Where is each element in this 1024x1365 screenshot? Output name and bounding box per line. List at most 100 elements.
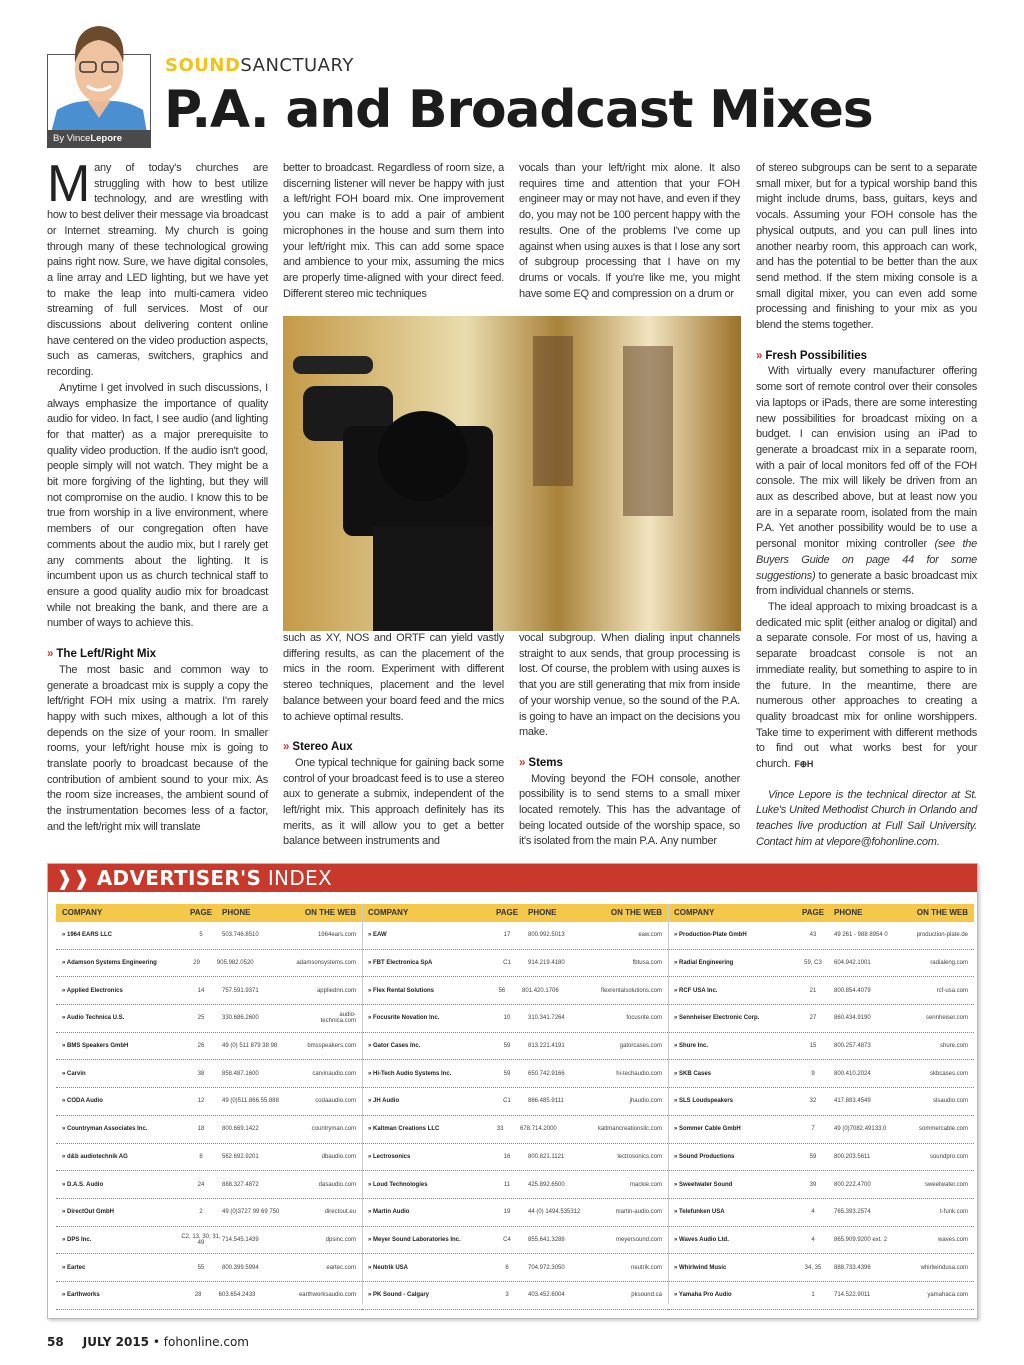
company-name: » Focusrite Novation Inc. [368,1015,440,1022]
website[interactable]: whirlwindusa.com [920,1264,968,1271]
table-row: » FBT Electronica SpA C1 914.219.4180 fbtus… [362,950,668,978]
column-header: PHONE [528,908,557,917]
page-ref: 38 [197,1070,205,1077]
author-first-name: Vince [66,133,91,144]
website[interactable]: appliednn.com [316,987,356,994]
page-ref: 4 [811,1236,815,1243]
company-name: » Earthworks [62,1292,100,1299]
drop-cap: M [47,155,91,213]
double-chevron-icon: ❱❱ [56,866,97,890]
phone: 330.686.2600 [222,1015,259,1022]
website[interactable]: fbtusa.com [632,960,662,967]
paragraph: better to broadcast. Regardless of room … [283,162,504,300]
table-row: » Audio Technica U.S. 25 330.686.2600 audio… [56,1005,362,1033]
website[interactable]: directout.eu [324,1209,356,1216]
chevron-right-icon: » [756,349,763,362]
phone: 865.909.9200 ext. 2 [834,1236,888,1243]
website[interactable]: gatorcases.com [619,1043,662,1050]
section-kicker: SOUNDSANCTUARY [165,55,354,76]
website[interactable]: sennheiser.com [925,1015,968,1022]
website[interactable]: skbcases.com [929,1070,968,1077]
website[interactable]: dbaudio.com [321,1153,356,1160]
paragraph-text: With virtually every manufacturer offeri… [756,365,977,551]
company-name: » Waves Audio Ltd. [674,1236,729,1243]
company-name: » Sennheiser Electronic Corp. [674,1015,760,1022]
website[interactable]: yamahaca.com [927,1292,968,1299]
website[interactable]: shure.com [939,1043,968,1050]
page-footer: 58 JULY 2015 • fohonline.com [47,1335,249,1349]
page-ref: 18 [197,1126,205,1133]
phone: 704.972.3050 [528,1264,565,1271]
page-number: 58 [47,1335,64,1349]
website[interactable]: codaaudio.com [315,1098,356,1105]
website[interactable]: martin-audio.com [615,1209,662,1216]
website[interactable]: meyersound.com [615,1236,662,1243]
page-ref: 10 [503,1015,511,1022]
website[interactable]: production-plate.de [916,932,968,939]
website[interactable]: rcf-usa.com [936,987,968,994]
website[interactable]: t-funk.com [939,1209,968,1216]
page-ref: 59, C3 [804,960,822,967]
website[interactable]: adamsonsystems.com [296,960,356,967]
website[interactable]: lectrosonics.com [617,1153,662,1160]
article-column-2-top: better to broadcast. Regardless of room … [283,161,504,302]
page-ref: C1 [503,960,511,967]
kicker-light: SANCTUARY [240,55,354,76]
phone: 49 (0)511.866.55.888 [222,1098,279,1105]
subheading-text: The Left/Right Mix [56,648,157,661]
company-name: » Kaltman Creations LLC [368,1126,440,1133]
company-name: » Meyer Sound Laboratories Inc. [368,1236,461,1243]
table-row: » Sennheiser Electronic Corp. 27 860.434.9… [668,1005,974,1033]
website[interactable]: dpsinc.com [325,1236,356,1243]
website[interactable]: eartec.com [326,1264,356,1271]
page-ref: 33 [496,1126,504,1133]
table-header: COMPANY PAGE PHONE ON THE WEB [56,904,362,922]
subheading-text: Stems [528,756,563,769]
company-name: » 1964 EARS LLC [62,932,113,939]
table-row: » Adamson Systems Engineering 29 905.982.0… [56,950,362,978]
company-name: » Adamson Systems Engineering [62,960,157,967]
page-ref: 15 [809,1043,817,1050]
company-name: » SKB Cases [674,1070,712,1077]
company-name: » Flex Rental Solutions [368,987,435,994]
website[interactable]: eaw.com [638,932,662,939]
website[interactable]: sommercable.com [918,1126,968,1133]
website[interactable]: countryman.com [311,1126,356,1133]
website[interactable]: slsaudio.com [932,1098,968,1105]
table-header: COMPANY PAGE PHONE ON THE WEB [668,904,974,922]
website[interactable]: 1964ears.com [317,932,356,939]
table-row: » Hi-Tech Audio Systems Inc. 59 650.742.91… [362,1060,668,1089]
table-row: » SLS Loudspeakers 32 417.883.4549 slsaudio… [668,1088,974,1116]
website[interactable]: bmsspeakers.com [307,1043,356,1050]
paragraph: vocal subgroup. When dialing input chann… [519,632,740,739]
column-header: COMPANY [62,908,103,917]
website[interactable]: jhaudio.com [629,1098,662,1105]
website[interactable]: neutrik.com [630,1264,662,1271]
table-row: » Applied Electronics 14 757.591.9371 appli… [56,977,362,1006]
column-header: PAGE [801,908,825,917]
website[interactable]: flexrentalsolutions.com [600,987,662,994]
website[interactable]: soundpro.com [929,1153,968,1160]
website[interactable]: sweetwater.com [924,1181,968,1188]
website[interactable]: earthworksaudio.com [298,1292,356,1299]
banner-title-light: INDEX [267,866,332,890]
company-name: » BMS Speakers GmbH [62,1043,129,1050]
website[interactable]: waves.com [937,1236,968,1243]
website[interactable]: dasaudio.com [318,1181,356,1188]
website[interactable]: carvinaudio.com [312,1070,356,1077]
website[interactable]: radialeng.com [930,960,968,967]
table-row: » Martin Audio 19 44 (0) 1494.535312 martin… [362,1199,668,1227]
table-row: » Carvin 38 858.487.1600 carvinaudio.com [56,1060,362,1089]
website[interactable]: focusrite.com [626,1015,662,1022]
website[interactable]: kaltmancreationsllc.com [597,1126,662,1133]
website[interactable]: mackie.com [629,1181,662,1188]
paragraph: such as XY, NOS and ORTF can yield vastl… [283,632,504,723]
website[interactable]: pksound.ca [631,1292,662,1299]
website[interactable]: hi-techaudio.com [616,1070,662,1077]
article-column-4: of stereo subgroups can be sent to a sep… [756,161,977,851]
phone: 650.742.9166 [528,1070,565,1077]
phone: 757.591.9371 [222,987,259,994]
website[interactable]: audio-technica.com [320,1012,356,1025]
table-row: » Gator Cases Inc. 59 813.221.4191 gatorcas… [362,1033,668,1061]
